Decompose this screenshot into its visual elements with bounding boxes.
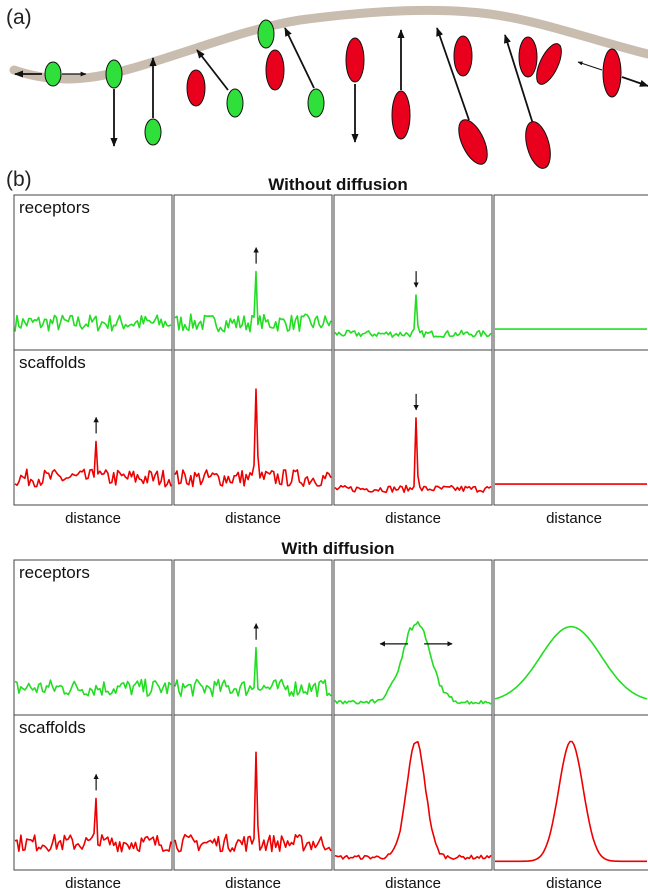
scaffold-ellipse (186, 69, 206, 107)
trace-line (14, 314, 172, 332)
scaffold-ellipse (453, 35, 473, 77)
scaffold-ellipse (525, 121, 551, 169)
x-axis-label: distance (385, 510, 441, 527)
trace-line (14, 678, 172, 697)
receptor-ellipse (257, 19, 275, 49)
membrane-arrows (14, 27, 648, 147)
row-label: scaffolds (19, 718, 86, 737)
plot-frame (173, 714, 333, 871)
scaffold-ellipse (345, 37, 365, 83)
plot-frame (493, 194, 648, 351)
scaffold-ellipse (602, 48, 622, 98)
plot-frame (333, 194, 493, 351)
plot-frame (13, 349, 173, 506)
movement-arrow (577, 61, 603, 71)
x-axis-label: distance (65, 510, 121, 527)
sections: Without diffusion receptors scaffolds dista… (13, 175, 648, 892)
plot-frame (13, 714, 173, 871)
row-label: receptors (19, 563, 90, 582)
movement-arrow (284, 27, 315, 89)
movement-arrow (436, 27, 470, 121)
trace-line (14, 440, 172, 488)
x-axis-label: distance (546, 510, 602, 527)
plot-frame (173, 349, 333, 506)
trace-line (334, 741, 492, 860)
panel-a: (a) (6, 5, 648, 169)
x-axis-label: distance (225, 875, 281, 892)
trace-line (494, 625, 648, 700)
trace-line (174, 270, 332, 333)
trace-line (174, 646, 332, 698)
section: Without diffusion receptors scaffolds dista… (13, 175, 648, 527)
receptor-ellipse (226, 88, 244, 118)
plot-frame (333, 559, 493, 716)
movement-arrow (621, 76, 648, 87)
movement-arrow (503, 34, 534, 125)
trace-line (334, 294, 492, 338)
plot-frame (333, 714, 493, 871)
receptor-ellipse (44, 61, 62, 87)
plot-frame (333, 349, 493, 506)
trace-line (174, 388, 332, 488)
section-title: Without diffusion (268, 175, 408, 194)
scaffold-ellipse (391, 90, 411, 140)
plot-frame (493, 714, 648, 871)
trace-line (174, 751, 332, 853)
plot-frame (13, 194, 173, 351)
x-axis-label: distance (225, 510, 281, 527)
row-label: receptors (19, 198, 90, 217)
proteins (44, 19, 622, 169)
panel-b: (b) Without diffusion receptors scaffolds d… (6, 168, 648, 892)
panel-a-label: (a) (6, 6, 32, 29)
scaffold-ellipse (518, 36, 538, 78)
receptor-ellipse (105, 59, 123, 89)
panel-b-label: (b) (6, 168, 32, 191)
scaffold-ellipse (265, 49, 285, 91)
row-label: scaffolds (19, 353, 86, 372)
scaffold-ellipse (536, 43, 562, 85)
movement-arrow (196, 49, 229, 91)
receptor-ellipse (307, 88, 325, 118)
section: With diffusion receptors scaffolds distance… (13, 539, 648, 892)
plot-frame (493, 349, 648, 506)
receptor-ellipse (144, 118, 162, 146)
section-title: With diffusion (281, 539, 394, 558)
trace-line (495, 740, 647, 863)
x-axis-label: distance (65, 875, 121, 892)
trace-line (14, 797, 172, 853)
trace-line (334, 417, 492, 493)
trace-line (334, 621, 492, 705)
scaffold-ellipse (458, 119, 488, 165)
x-axis-label: distance (385, 875, 441, 892)
plot-frame (493, 559, 648, 716)
x-axis-label: distance (546, 875, 602, 892)
